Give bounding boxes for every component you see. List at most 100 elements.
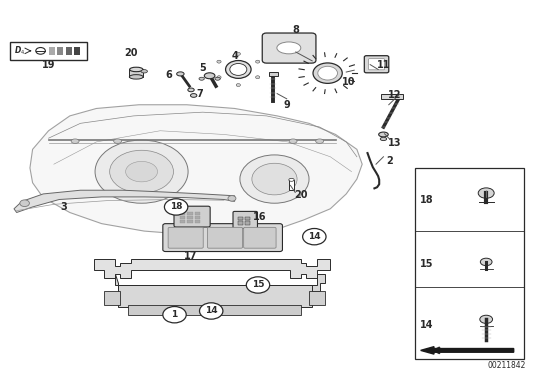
Text: 12: 12	[389, 91, 402, 100]
Text: 16: 16	[253, 212, 266, 222]
Circle shape	[163, 307, 186, 323]
FancyBboxPatch shape	[262, 33, 316, 63]
Ellipse shape	[126, 162, 158, 182]
Ellipse shape	[141, 70, 148, 73]
Text: 15: 15	[421, 258, 434, 269]
Ellipse shape	[289, 139, 297, 143]
Text: 6: 6	[165, 70, 172, 80]
Ellipse shape	[313, 63, 342, 84]
Circle shape	[165, 199, 188, 215]
Text: 9: 9	[284, 100, 290, 110]
Bar	[180, 220, 185, 223]
Text: 20: 20	[294, 190, 308, 200]
Bar	[180, 212, 185, 215]
Ellipse shape	[252, 163, 297, 195]
Text: 17: 17	[184, 251, 198, 261]
Ellipse shape	[20, 200, 29, 207]
Ellipse shape	[217, 60, 221, 63]
Bar	[57, 47, 63, 54]
Text: 18: 18	[420, 195, 434, 206]
Bar	[245, 217, 250, 220]
Bar	[74, 47, 80, 54]
FancyBboxPatch shape	[174, 206, 210, 227]
Ellipse shape	[318, 66, 337, 80]
Bar	[381, 94, 402, 99]
FancyBboxPatch shape	[207, 228, 243, 248]
Bar	[238, 217, 243, 220]
Circle shape	[246, 277, 270, 293]
Ellipse shape	[110, 150, 173, 193]
Bar	[238, 222, 243, 225]
FancyBboxPatch shape	[244, 228, 276, 248]
Text: 10: 10	[342, 78, 356, 87]
Text: 5: 5	[199, 63, 206, 73]
Ellipse shape	[215, 77, 220, 80]
Polygon shape	[30, 105, 362, 235]
Ellipse shape	[188, 88, 194, 92]
Ellipse shape	[204, 73, 215, 79]
Text: 14: 14	[205, 307, 217, 316]
Text: 2: 2	[386, 156, 393, 166]
Ellipse shape	[225, 60, 251, 78]
Text: 00211842: 00211842	[488, 361, 526, 370]
Polygon shape	[14, 190, 235, 213]
Text: 13: 13	[389, 138, 402, 148]
Text: 4: 4	[231, 51, 238, 61]
Bar	[49, 47, 55, 54]
Ellipse shape	[316, 139, 324, 143]
Circle shape	[36, 47, 45, 54]
Ellipse shape	[236, 52, 240, 55]
Bar	[118, 285, 312, 307]
Bar	[269, 72, 278, 76]
Bar	[180, 216, 185, 219]
Text: D: D	[14, 46, 21, 55]
Bar	[130, 69, 143, 77]
Text: 11: 11	[377, 60, 390, 70]
FancyBboxPatch shape	[365, 56, 389, 73]
Bar	[289, 180, 294, 190]
Text: 1: 1	[172, 310, 177, 319]
Bar	[309, 291, 325, 305]
FancyBboxPatch shape	[168, 228, 203, 248]
Ellipse shape	[95, 140, 188, 203]
Ellipse shape	[199, 77, 204, 80]
Text: 8: 8	[292, 25, 299, 35]
Ellipse shape	[228, 195, 236, 201]
Bar	[187, 212, 192, 215]
Text: 15: 15	[252, 280, 264, 289]
Text: 3: 3	[60, 202, 67, 212]
Ellipse shape	[480, 315, 492, 323]
Text: 14: 14	[421, 320, 434, 330]
Text: 14: 14	[308, 232, 321, 241]
Ellipse shape	[236, 84, 240, 87]
Text: 4: 4	[21, 50, 24, 55]
Polygon shape	[421, 347, 514, 354]
Ellipse shape	[255, 76, 260, 79]
Bar	[128, 305, 301, 315]
Ellipse shape	[255, 60, 260, 63]
Ellipse shape	[378, 132, 388, 137]
Ellipse shape	[71, 139, 79, 143]
Bar	[195, 220, 200, 223]
Ellipse shape	[114, 139, 122, 143]
Polygon shape	[94, 259, 330, 278]
Ellipse shape	[190, 94, 197, 97]
Bar	[187, 220, 192, 223]
Circle shape	[199, 303, 223, 319]
Bar	[10, 41, 87, 60]
Ellipse shape	[289, 178, 294, 181]
Bar	[66, 47, 72, 54]
Ellipse shape	[217, 76, 221, 79]
FancyBboxPatch shape	[368, 59, 384, 70]
Ellipse shape	[480, 258, 492, 266]
FancyBboxPatch shape	[163, 224, 282, 251]
Text: 18: 18	[170, 203, 182, 211]
FancyBboxPatch shape	[233, 211, 257, 229]
Text: 7: 7	[197, 90, 204, 99]
Text: 20: 20	[125, 48, 138, 58]
Ellipse shape	[277, 42, 301, 54]
Ellipse shape	[478, 188, 494, 198]
Ellipse shape	[130, 75, 143, 79]
Ellipse shape	[130, 67, 143, 72]
Bar	[245, 222, 250, 225]
